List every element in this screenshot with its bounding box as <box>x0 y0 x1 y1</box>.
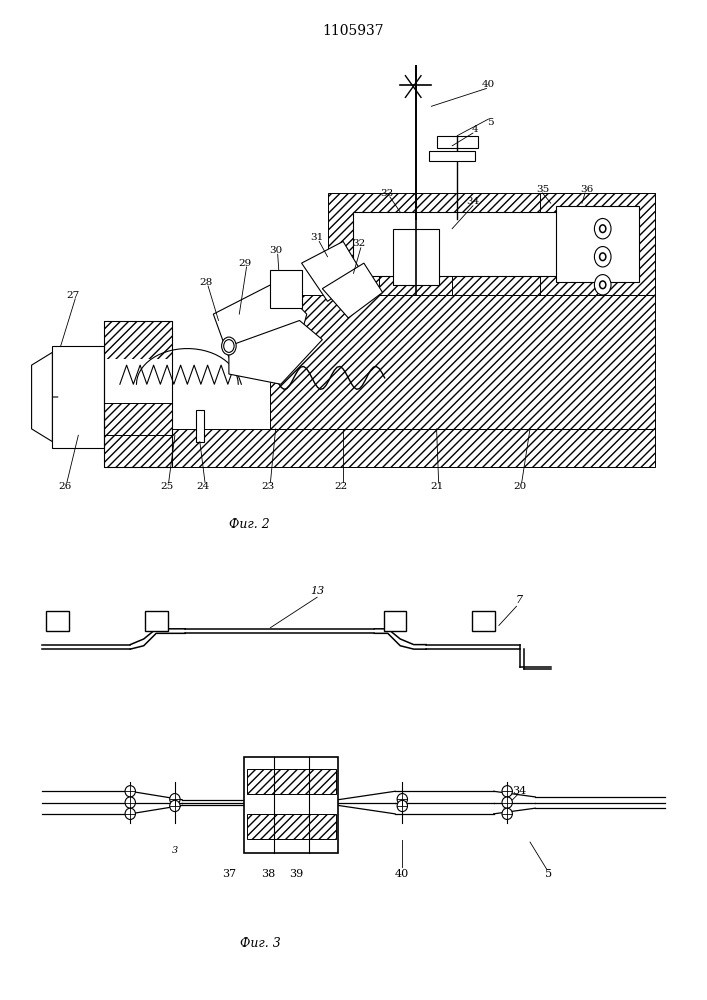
Polygon shape <box>322 263 382 318</box>
Bar <box>105 359 172 403</box>
Bar <box>384 611 407 631</box>
Text: Фиг. 3: Фиг. 3 <box>240 937 281 950</box>
Text: 20: 20 <box>513 482 526 491</box>
Bar <box>46 611 69 631</box>
Text: 37: 37 <box>222 869 236 879</box>
Text: 35: 35 <box>536 185 549 194</box>
Text: 39: 39 <box>289 869 303 879</box>
Circle shape <box>600 281 606 289</box>
Text: 26: 26 <box>58 482 71 491</box>
Text: 33: 33 <box>380 188 393 198</box>
Circle shape <box>595 275 611 295</box>
Bar <box>472 611 495 631</box>
Text: 34: 34 <box>513 786 527 796</box>
Circle shape <box>502 797 513 808</box>
Bar <box>105 403 172 435</box>
Circle shape <box>595 219 611 239</box>
Circle shape <box>397 800 407 812</box>
Circle shape <box>125 808 136 819</box>
Text: 38: 38 <box>261 869 276 879</box>
Circle shape <box>502 786 513 797</box>
Circle shape <box>226 343 231 349</box>
Bar <box>247 814 336 839</box>
Bar <box>145 611 168 631</box>
Text: 3: 3 <box>172 846 178 855</box>
Text: 31: 31 <box>310 233 324 242</box>
Circle shape <box>221 337 236 355</box>
Bar <box>105 320 172 359</box>
Circle shape <box>397 794 407 805</box>
Text: 23: 23 <box>262 482 275 491</box>
Polygon shape <box>214 282 307 371</box>
Bar <box>556 206 639 282</box>
Text: 21: 21 <box>430 482 443 491</box>
Bar <box>270 269 302 308</box>
Bar <box>327 193 655 295</box>
Bar <box>105 320 172 467</box>
Bar <box>540 403 655 429</box>
Text: 22: 22 <box>334 482 348 491</box>
Circle shape <box>595 247 611 267</box>
Text: 27: 27 <box>66 290 80 300</box>
Bar <box>437 136 478 148</box>
Text: 29: 29 <box>238 259 251 268</box>
Circle shape <box>502 808 513 819</box>
Text: 13: 13 <box>310 586 325 596</box>
Text: Фиг. 2: Фиг. 2 <box>229 518 270 531</box>
Text: 40: 40 <box>395 869 409 879</box>
Polygon shape <box>32 352 52 442</box>
Text: 4: 4 <box>472 125 479 134</box>
Bar <box>52 346 105 448</box>
Text: 36: 36 <box>580 185 594 194</box>
Text: 24: 24 <box>197 482 209 491</box>
Circle shape <box>170 800 180 812</box>
Bar <box>393 229 438 285</box>
Bar <box>245 757 338 853</box>
Bar <box>380 219 452 295</box>
Bar <box>429 151 475 161</box>
Text: 34: 34 <box>467 197 479 206</box>
Text: 30: 30 <box>269 246 282 255</box>
Circle shape <box>125 797 136 808</box>
Text: 5: 5 <box>545 869 552 879</box>
Circle shape <box>125 786 136 797</box>
Circle shape <box>223 340 234 352</box>
Bar <box>105 429 655 467</box>
Circle shape <box>600 225 606 233</box>
Text: 32: 32 <box>352 239 366 248</box>
Bar <box>196 410 204 442</box>
Bar <box>247 769 336 794</box>
Circle shape <box>600 253 606 261</box>
Text: 1105937: 1105937 <box>322 24 385 38</box>
Bar <box>354 212 561 276</box>
Text: 7: 7 <box>516 595 523 605</box>
Text: 40: 40 <box>482 80 495 89</box>
Text: 5: 5 <box>487 118 494 127</box>
Polygon shape <box>229 320 322 384</box>
Bar <box>270 295 655 429</box>
Text: 28: 28 <box>199 278 213 287</box>
Polygon shape <box>302 241 364 301</box>
Circle shape <box>170 794 180 805</box>
Text: 25: 25 <box>160 482 173 491</box>
Bar <box>540 193 655 295</box>
